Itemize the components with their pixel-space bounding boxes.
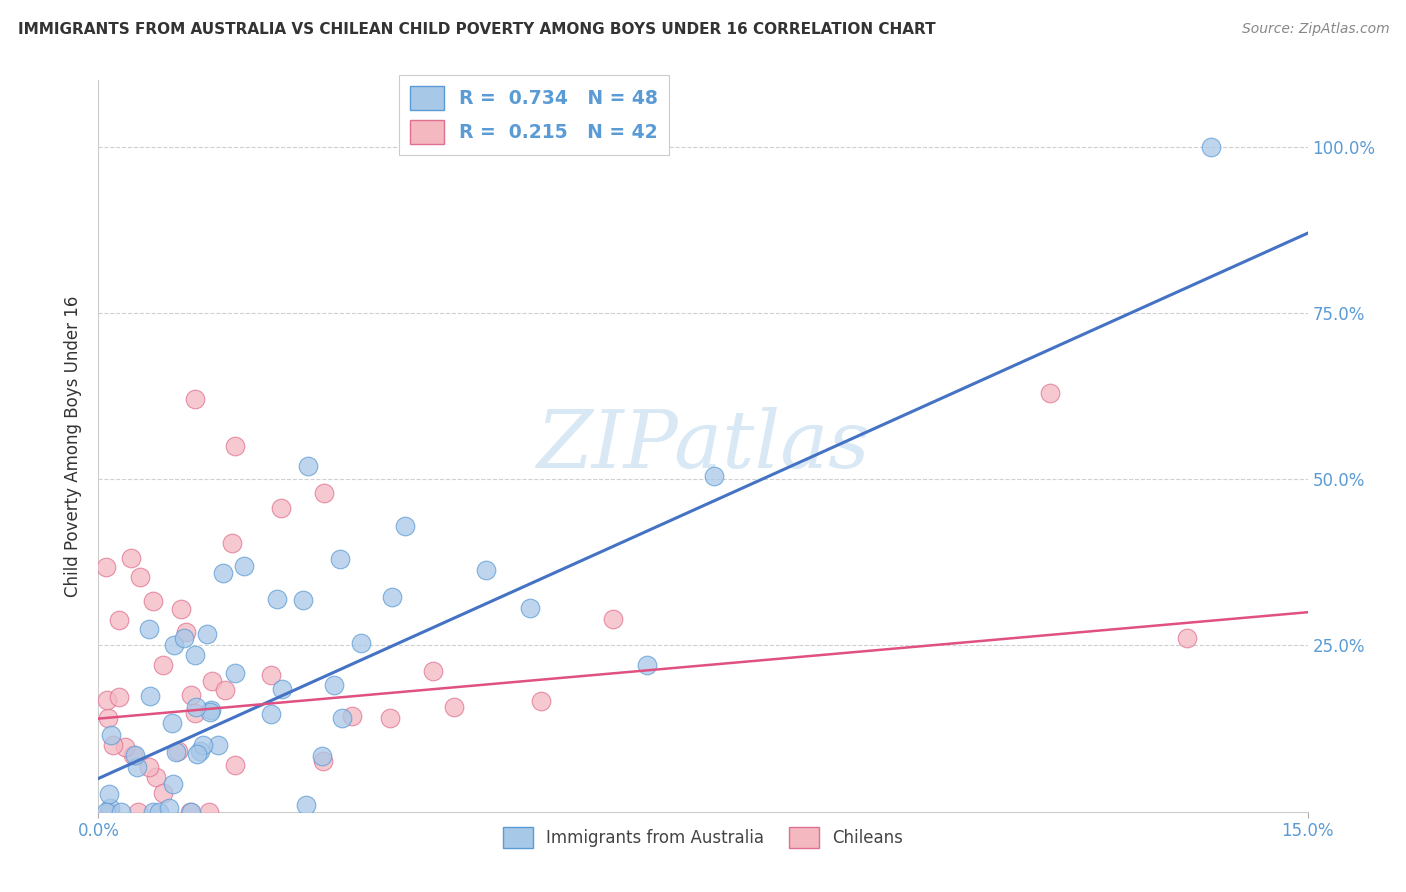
Point <box>703 468 725 483</box>
Point <box>260 668 283 682</box>
Point <box>101 739 124 753</box>
Point <box>350 636 373 650</box>
Point <box>188 744 211 758</box>
Point <box>198 706 221 720</box>
Point <box>294 797 316 812</box>
Point <box>138 760 160 774</box>
Point <box>292 592 315 607</box>
Point <box>110 805 132 819</box>
Point <box>475 563 498 577</box>
Point <box>98 787 121 801</box>
Point <box>519 601 541 615</box>
Point <box>148 805 170 819</box>
Point <box>530 694 553 708</box>
Point <box>180 688 202 702</box>
Point <box>394 518 416 533</box>
Point <box>200 703 222 717</box>
Point <box>127 760 149 774</box>
Point <box>340 709 363 723</box>
Point <box>160 716 183 731</box>
Text: Source: ZipAtlas.com: Source: ZipAtlas.com <box>1241 22 1389 37</box>
Point <box>108 613 131 627</box>
Point <box>270 500 292 515</box>
Point <box>191 739 214 753</box>
Point <box>186 747 208 761</box>
Text: IMMIGRANTS FROM AUSTRALIA VS CHILEAN CHILD POVERTY AMONG BOYS UNDER 16 CORRELATI: IMMIGRANTS FROM AUSTRALIA VS CHILEAN CHI… <box>18 22 936 37</box>
Point <box>422 664 444 678</box>
Point <box>138 622 160 636</box>
Point <box>443 700 465 714</box>
Point <box>180 805 202 819</box>
Point <box>311 749 333 764</box>
Point <box>212 566 235 580</box>
Point <box>124 747 146 762</box>
Point <box>142 805 165 819</box>
Point <box>323 678 346 692</box>
Point <box>224 666 246 681</box>
Point <box>329 552 352 566</box>
Point <box>1199 140 1222 154</box>
Point <box>173 631 195 645</box>
Point <box>184 392 207 407</box>
Point <box>100 801 122 815</box>
Point <box>314 485 336 500</box>
Point <box>152 657 174 672</box>
Point <box>207 738 229 752</box>
Point <box>96 693 118 707</box>
Point <box>152 786 174 800</box>
Point <box>201 674 224 689</box>
Point <box>167 744 190 758</box>
Point <box>224 758 246 772</box>
Point <box>260 706 283 721</box>
Point <box>266 591 288 606</box>
Point <box>96 805 118 819</box>
Text: ZIPatlas: ZIPatlas <box>536 408 870 484</box>
Point <box>381 591 404 605</box>
Point <box>602 612 624 626</box>
Point <box>108 690 131 704</box>
Point <box>221 536 243 550</box>
Point <box>122 747 145 762</box>
Point <box>114 740 136 755</box>
Point <box>157 801 180 815</box>
Point <box>145 770 167 784</box>
Point <box>97 805 120 819</box>
Point <box>139 689 162 703</box>
Point <box>96 559 118 574</box>
Point <box>184 648 207 663</box>
Point <box>332 711 354 725</box>
Y-axis label: Child Poverty Among Boys Under 16: Child Poverty Among Boys Under 16 <box>65 295 83 597</box>
Point <box>184 706 207 720</box>
Point <box>232 558 254 573</box>
Point <box>195 627 218 641</box>
Point <box>97 711 120 725</box>
Point <box>214 682 236 697</box>
Point <box>636 658 658 673</box>
Point <box>297 458 319 473</box>
Point <box>129 570 152 584</box>
Point <box>1175 631 1198 645</box>
Point <box>198 805 221 819</box>
Point <box>1039 385 1062 400</box>
Point <box>162 638 184 652</box>
Point <box>100 728 122 742</box>
Point <box>184 700 207 714</box>
Point <box>120 550 142 565</box>
Point <box>127 805 149 819</box>
Legend: Immigrants from Australia, Chileans: Immigrants from Australia, Chileans <box>496 820 910 855</box>
Point <box>312 755 335 769</box>
Point <box>142 594 165 608</box>
Point <box>165 746 187 760</box>
Point <box>162 777 184 791</box>
Point <box>380 710 402 724</box>
Point <box>174 624 197 639</box>
Point <box>170 601 193 615</box>
Point <box>270 681 292 696</box>
Point <box>179 805 201 819</box>
Point <box>224 439 246 453</box>
